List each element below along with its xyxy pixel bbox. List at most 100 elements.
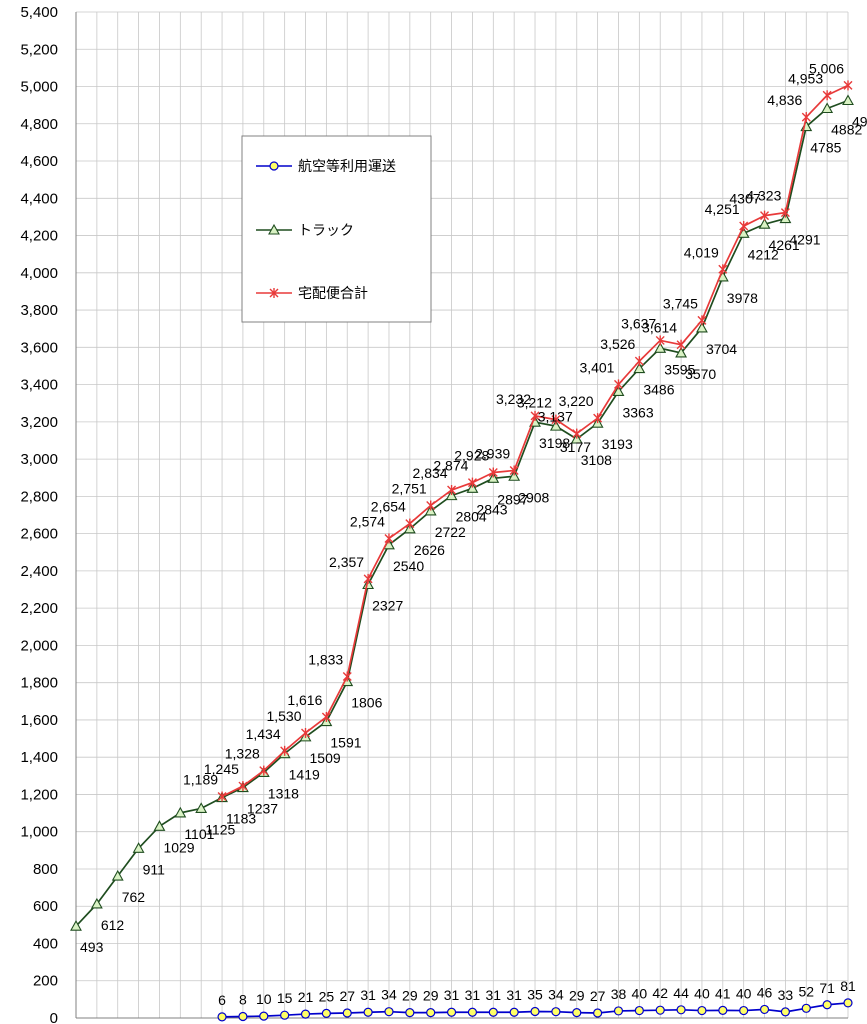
data-point-truck xyxy=(195,802,208,813)
data-label-air: 27 xyxy=(339,988,355,1004)
data-point-truck xyxy=(90,897,103,909)
data-label-total: 2,939 xyxy=(475,445,510,461)
data-point-air xyxy=(300,1009,311,1019)
y-tick-label: 3,600 xyxy=(20,339,58,356)
y-tick-label: 0 xyxy=(50,1010,58,1024)
data-point-total xyxy=(613,379,623,390)
data-label-truck: 3570 xyxy=(685,366,716,382)
data-point-air xyxy=(446,1007,457,1017)
data-point-truck xyxy=(779,212,792,224)
legend-marker-air xyxy=(269,161,279,171)
data-label-air: 15 xyxy=(277,990,293,1006)
data-point-air xyxy=(238,1011,248,1022)
data-point-total xyxy=(697,315,707,326)
data-point-air xyxy=(718,1005,728,1015)
y-tick-label: 2,200 xyxy=(20,600,58,617)
data-label-truck: 4925 xyxy=(852,113,867,129)
data-label-truck: 3595 xyxy=(664,361,695,377)
data-label-truck: 4785 xyxy=(810,140,841,156)
data-point-air xyxy=(530,1006,540,1017)
data-label-air: 31 xyxy=(360,987,376,1003)
data-point-total xyxy=(259,765,269,776)
y-tick-label: 1,200 xyxy=(20,786,58,803)
data-label-air: 8 xyxy=(239,992,247,1008)
data-label-total: 4,953 xyxy=(788,70,823,86)
data-label-air: 33 xyxy=(778,987,794,1003)
data-point-total xyxy=(217,791,227,802)
data-point-truck xyxy=(612,385,625,397)
data-label-air: 29 xyxy=(423,988,439,1004)
data-point-air xyxy=(384,1007,394,1017)
data-point-truck xyxy=(758,218,771,229)
data-label-air: 71 xyxy=(819,980,835,996)
y-tick-label: 1,000 xyxy=(20,824,58,841)
data-label-total: 1,189 xyxy=(183,771,218,787)
data-point-truck xyxy=(675,346,688,358)
data-label-total: 3,232 xyxy=(496,391,531,407)
data-point-total xyxy=(634,356,644,367)
data-label-truck: 2897 xyxy=(497,491,528,507)
data-label-total: 3,637 xyxy=(621,315,656,331)
data-label-truck: 2843 xyxy=(476,501,507,517)
data-label-total: 4,251 xyxy=(705,201,740,217)
legend-marker-truck xyxy=(268,223,280,235)
data-label-total: 5,006 xyxy=(809,60,844,76)
data-point-truck xyxy=(111,869,124,881)
data-point-total xyxy=(280,745,290,756)
data-label-truck: 4882 xyxy=(831,122,862,138)
data-point-total xyxy=(760,210,770,221)
y-tick-label: 3,000 xyxy=(20,451,58,468)
data-label-total: 2,751 xyxy=(392,480,427,496)
data-label-truck: 911 xyxy=(143,861,166,877)
data-label-truck: 4261 xyxy=(769,237,800,253)
data-point-total xyxy=(488,467,498,478)
data-label-total: 3,212 xyxy=(517,395,552,411)
y-tick-label: 3,400 xyxy=(20,377,58,394)
y-axis: 0 200 400 600 800 1,000 1,200 1,400 1,600 1,800 2,… xyxy=(20,4,848,1024)
data-label-air: 25 xyxy=(319,988,335,1004)
data-point-air xyxy=(655,1005,665,1015)
data-label-air: 31 xyxy=(506,987,522,1003)
data-label-total: 2,574 xyxy=(350,513,385,529)
data-point-total xyxy=(593,413,603,424)
data-label-total: 3,401 xyxy=(579,359,614,375)
data-label-truck: 3486 xyxy=(643,382,674,398)
data-point-air xyxy=(801,1003,811,1013)
data-label-air: 38 xyxy=(611,986,627,1002)
data-point-truck xyxy=(445,489,458,501)
data-label-total: 2,928 xyxy=(454,448,489,464)
data-label-truck: 3198 xyxy=(539,435,570,451)
data-point-air xyxy=(426,1007,436,1018)
y-tick-label: 5,400 xyxy=(20,4,58,21)
data-point-total xyxy=(780,207,790,218)
data-point-air xyxy=(280,1010,290,1020)
data-label-truck: 1591 xyxy=(330,735,361,751)
data-point-truck xyxy=(132,842,145,853)
data-point-air xyxy=(467,1007,478,1017)
data-label-truck: 4212 xyxy=(748,246,779,262)
data-point-air xyxy=(697,1005,707,1016)
data-label-truck: 762 xyxy=(122,889,146,905)
y-tick-label: 1,600 xyxy=(20,712,58,729)
data-label-total: 3,220 xyxy=(559,393,594,409)
data-point-total xyxy=(384,533,394,544)
data-point-air xyxy=(676,1005,686,1015)
data-point-truck xyxy=(633,362,646,374)
data-label-air: 52 xyxy=(798,983,814,999)
data-label-truck: 2908 xyxy=(518,489,549,505)
data-point-air xyxy=(342,1008,352,1018)
data-label-air: 31 xyxy=(465,987,481,1003)
data-point-total xyxy=(301,727,311,738)
data-point-total xyxy=(801,112,811,123)
y-tick-label: 2,600 xyxy=(20,526,58,543)
y-tick-label: 5,200 xyxy=(20,41,58,58)
data-point-air xyxy=(321,1008,331,1018)
data-label-air: 27 xyxy=(590,988,606,1004)
data-point-truck xyxy=(153,820,166,831)
y-tick-label: 3,800 xyxy=(20,302,58,319)
data-label-total: 2,654 xyxy=(371,499,406,515)
data-label-total: 3,745 xyxy=(663,295,698,311)
data-label-total: 1,434 xyxy=(246,726,281,742)
data-point-total xyxy=(426,500,436,511)
